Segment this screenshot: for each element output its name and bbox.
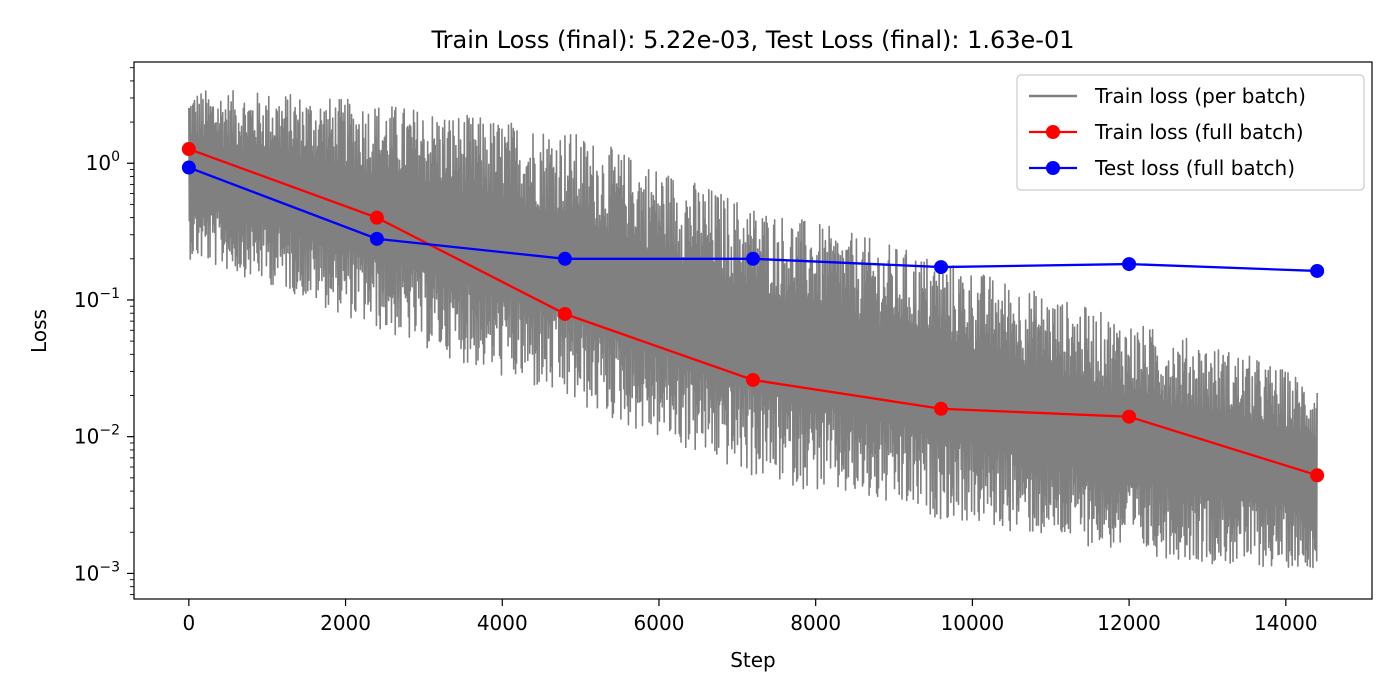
plot-area	[181, 89, 1325, 569]
series-test-loss-full-batch-point	[1122, 257, 1137, 272]
y-tick-label: 100	[86, 149, 120, 175]
x-tick-label: 10000	[941, 611, 1005, 635]
x-tick-label: 6000	[634, 611, 685, 635]
x-axis: 0 2000 4000 6000 8000 10000 12000 14000	[182, 599, 1318, 635]
legend-swatch-marker	[1046, 161, 1060, 175]
series-group	[181, 89, 1325, 569]
series-test-loss-full-batch-point	[934, 260, 949, 275]
series-train-loss-full-batch-point	[181, 142, 196, 157]
x-axis-label: Step	[730, 648, 776, 672]
series-test-loss-full-batch-point	[181, 160, 196, 175]
legend-entry: Train loss (full batch)	[1029, 120, 1304, 144]
legend-entry: Train loss (per batch)	[1029, 84, 1306, 108]
legend-box	[1016, 74, 1365, 191]
series-test-loss-full-batch-point	[369, 231, 384, 246]
series-train-loss-full-batch-point	[1122, 409, 1137, 424]
series-train-loss-full-batch-point	[369, 210, 384, 225]
x-tick-label: 2000	[320, 611, 371, 635]
legend-label: Test loss (full batch)	[1094, 156, 1295, 180]
y-tick-label: 10−3	[74, 559, 120, 585]
series-test-loss-full-batch-point	[746, 251, 760, 266]
series-train-loss-per-batch-line	[188, 89, 1318, 569]
y-axis-label: Loss	[27, 309, 51, 353]
chart-title: Train Loss (final): 5.22e-03, Test Loss …	[431, 26, 1075, 54]
legend: Train loss (per batch) Train loss (full b…	[1016, 74, 1365, 191]
legend-swatch-marker	[1046, 125, 1060, 139]
series-train-loss-full-batch-point	[746, 372, 760, 387]
legend-label: Train loss (full batch)	[1094, 120, 1304, 144]
series-train-loss-full-batch-point	[934, 401, 949, 416]
legend-label: Train loss (per batch)	[1094, 84, 1306, 108]
x-tick-label: 12000	[1097, 611, 1161, 635]
x-tick-label: 8000	[790, 611, 841, 635]
series-train-loss-full-batch-point	[557, 306, 572, 321]
series-train-loss-full-batch-point	[1310, 468, 1325, 483]
x-tick-label: 0	[182, 611, 195, 635]
y-tick-label: 10−1	[74, 286, 120, 312]
y-tick-label: 10−2	[74, 423, 120, 449]
series-test-loss-full-batch-point	[557, 251, 572, 266]
x-tick-label: 4000	[477, 611, 528, 635]
x-tick-label: 14000	[1254, 611, 1318, 635]
legend-entry: Test loss (full batch)	[1029, 156, 1295, 180]
series-test-loss-full-batch-point	[1310, 263, 1325, 278]
y-axis: 10−3 10−2 10−1 100	[74, 67, 134, 596]
